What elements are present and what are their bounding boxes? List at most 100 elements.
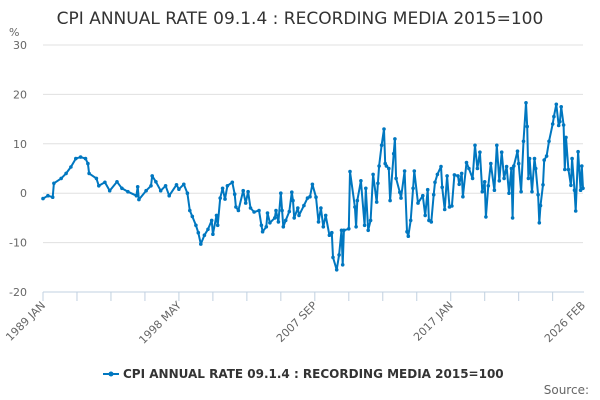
data-point — [144, 188, 148, 193]
data-point — [243, 201, 248, 205]
data-point — [421, 193, 425, 198]
x-tick-label: 2017 JAN — [411, 299, 456, 344]
data-point — [265, 211, 270, 215]
data-point — [569, 183, 573, 188]
data-point — [202, 233, 207, 237]
data-point — [423, 213, 428, 218]
data-point — [337, 253, 341, 257]
data-point — [334, 268, 339, 272]
y-axis-label: % — [9, 26, 19, 39]
data-point — [497, 179, 502, 183]
data-point — [478, 150, 482, 154]
data-point — [566, 167, 571, 172]
data-point — [391, 151, 396, 156]
data-point — [287, 209, 292, 214]
data-point — [384, 164, 389, 168]
data-point — [399, 196, 403, 200]
data-point — [558, 119, 562, 124]
data-point — [547, 139, 551, 144]
data-point — [489, 161, 493, 166]
data-point — [504, 164, 509, 169]
y-tick-label: 30 — [13, 39, 27, 52]
data-point — [94, 176, 99, 181]
data-point — [519, 189, 523, 194]
data-point — [364, 186, 368, 191]
data-point — [412, 169, 417, 173]
data-point — [86, 161, 90, 166]
data-point — [510, 216, 515, 220]
data-point — [174, 183, 179, 187]
data-point — [137, 197, 141, 202]
data-point — [314, 195, 318, 199]
data-point — [182, 182, 186, 187]
data-point — [394, 176, 398, 181]
data-point — [199, 242, 203, 246]
data-point — [150, 174, 154, 178]
x-tick-label: 2007 SEP — [274, 299, 320, 345]
legend[interactable]: CPI ANNUAL RATE 09.1.4 : RECORDING MEDIA… — [103, 367, 504, 381]
data-point — [556, 123, 561, 128]
data-point — [211, 232, 215, 236]
chart-title: CPI ANNUAL RATE 09.1.4 : RECORDING MEDIA… — [57, 9, 544, 29]
data-point — [495, 143, 499, 148]
x-tick-label: 1989 JAN — [3, 299, 48, 344]
data-point — [264, 225, 269, 229]
data-point — [158, 188, 163, 193]
data-point — [470, 176, 475, 181]
data-point — [530, 189, 534, 194]
data-point — [248, 206, 253, 210]
data-point — [354, 225, 358, 229]
y-tick-label: 20 — [13, 88, 27, 101]
data-point — [467, 166, 471, 171]
data-point — [59, 176, 63, 181]
data-point — [486, 184, 491, 188]
data-point — [581, 186, 585, 191]
gridlines — [43, 44, 583, 244]
data-point — [223, 197, 227, 201]
data-point — [291, 198, 295, 203]
y-tick-label: 0 — [20, 187, 27, 200]
data-point — [532, 156, 537, 161]
data-point — [64, 171, 68, 176]
data-point — [321, 225, 326, 229]
source-label: Source: — [544, 383, 589, 397]
data-point — [398, 190, 402, 194]
data-point — [107, 188, 112, 193]
data-point — [459, 171, 464, 176]
data-point — [308, 194, 312, 199]
data-point — [366, 228, 371, 233]
data-point — [327, 233, 332, 237]
data-point — [236, 208, 241, 213]
data-point — [281, 225, 286, 229]
data-point — [570, 156, 574, 161]
data-point — [260, 229, 265, 234]
data-point — [439, 164, 443, 169]
data-point — [456, 174, 460, 178]
data-point — [97, 184, 101, 188]
data-point — [538, 203, 543, 208]
data-point — [342, 228, 346, 233]
data-point — [457, 182, 462, 187]
y-axis: 30 20 10 0 -10 -20 — [9, 39, 27, 299]
data-point — [252, 210, 256, 214]
data-point — [69, 165, 73, 169]
data-point — [559, 105, 563, 109]
data-point — [502, 176, 506, 181]
data-point — [362, 223, 367, 228]
data-point — [274, 208, 278, 213]
data-point — [220, 186, 225, 191]
data-point — [149, 184, 153, 188]
data-point — [405, 229, 409, 234]
data-point — [484, 215, 488, 219]
data-point — [230, 180, 235, 185]
data-point — [572, 188, 577, 192]
data-point — [302, 203, 306, 208]
data-point — [416, 201, 420, 205]
data-point — [573, 209, 578, 213]
data-point — [241, 188, 245, 193]
data-point — [103, 180, 107, 185]
data-point — [580, 164, 584, 168]
data-point — [355, 198, 360, 203]
data-point — [310, 182, 315, 187]
data-point — [353, 205, 357, 209]
